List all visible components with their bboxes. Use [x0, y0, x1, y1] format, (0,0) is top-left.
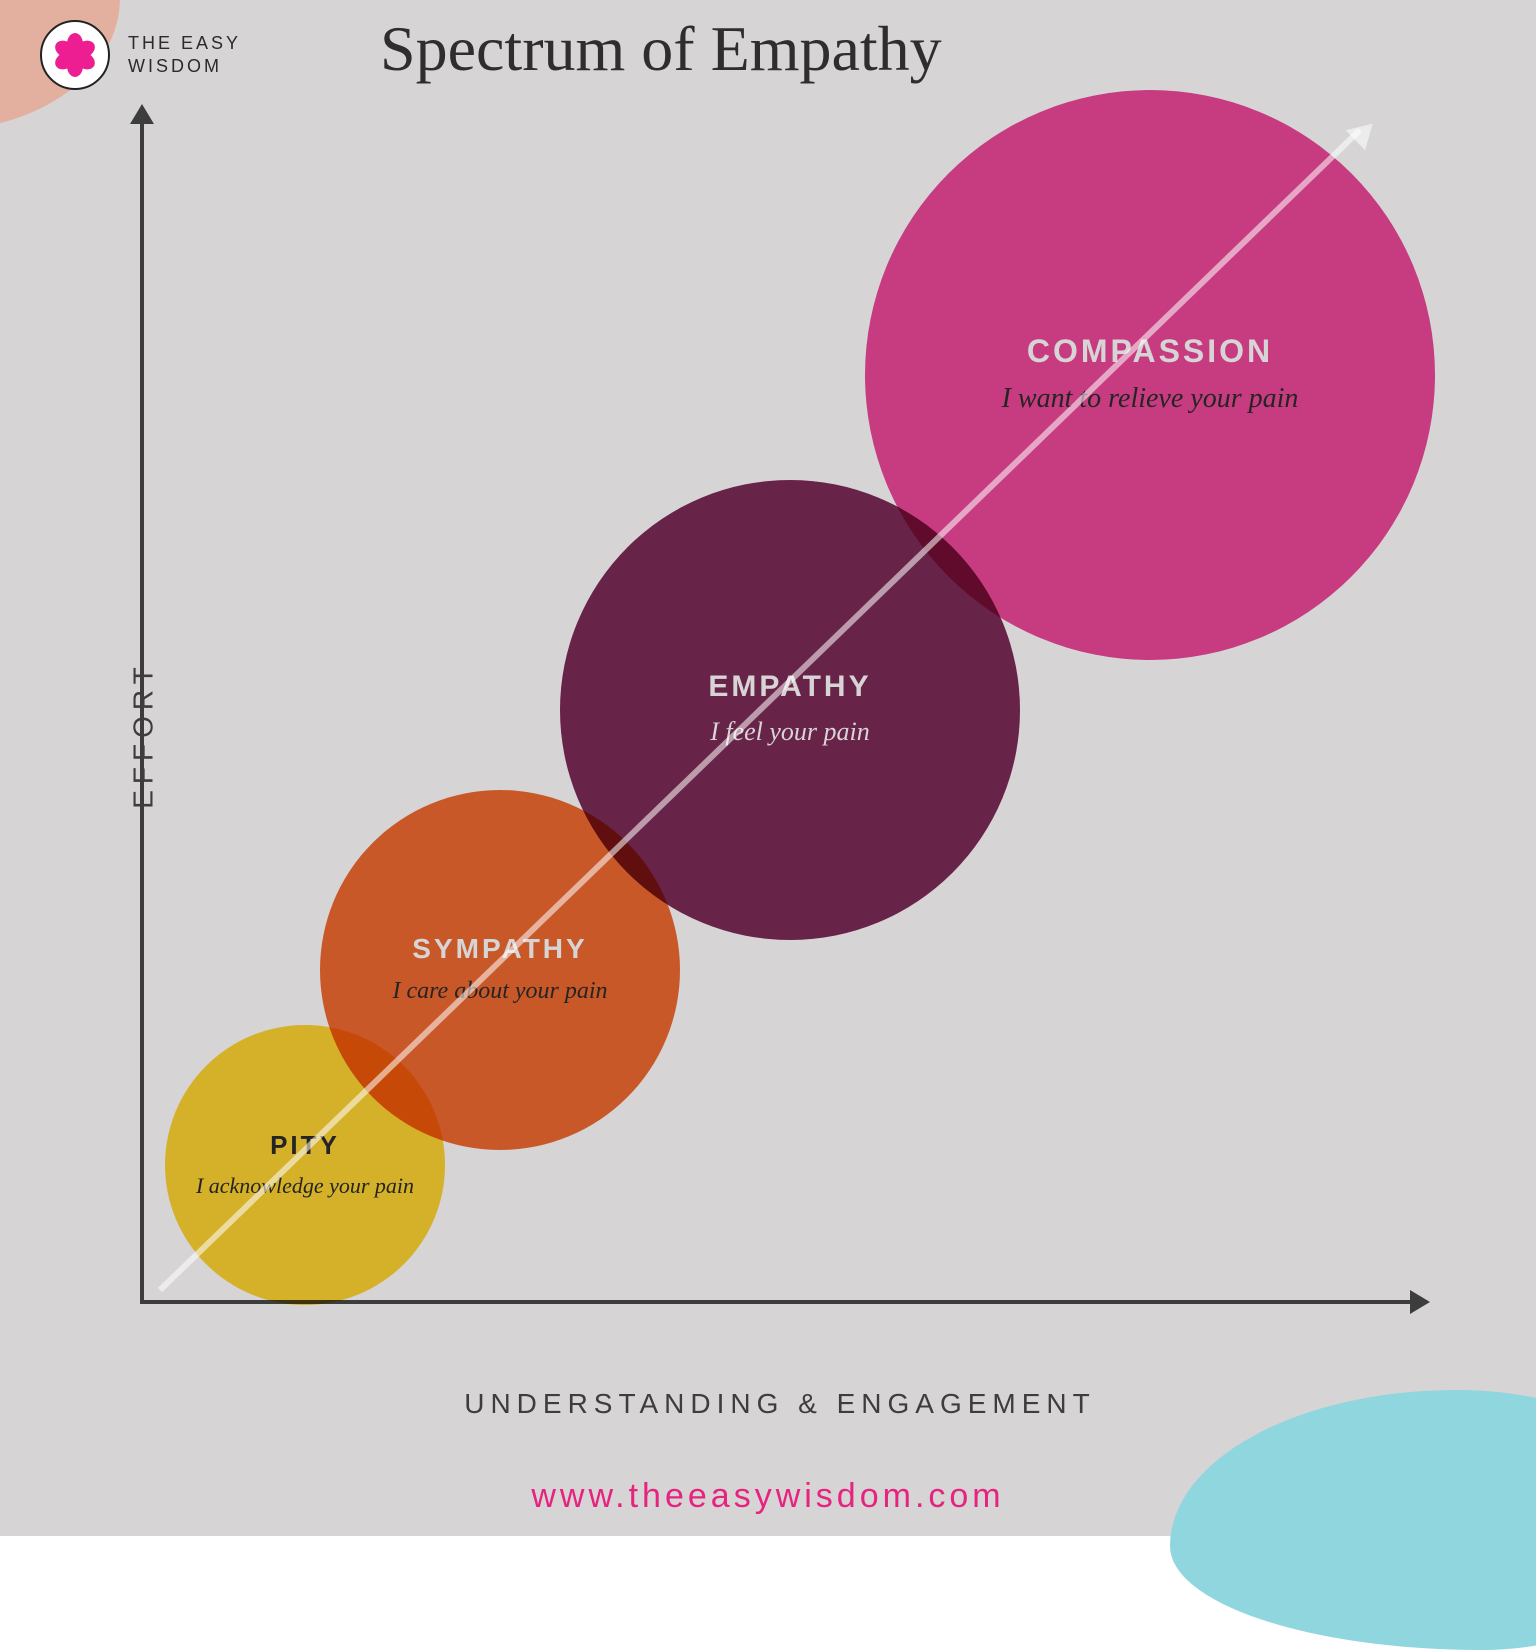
bubble-title-compassion: COMPASSION: [1027, 333, 1273, 370]
bubble-subtitle-sympathy: I care about your pain: [362, 975, 637, 1007]
y-axis-label: EFFORT: [128, 661, 160, 808]
brand-name: THE EASY WISDOM: [128, 32, 241, 79]
bubble-subtitle-pity: I acknowledge your pain: [166, 1171, 444, 1201]
diagonal-trend-arrow: [158, 128, 1362, 1292]
x-axis-label: UNDERSTANDING & ENGAGEMENT: [464, 1388, 1096, 1420]
diagonal-arrow-head: [1346, 114, 1383, 151]
bubble-subtitle-compassion: I want to relieve your pain: [972, 380, 1329, 418]
logo-circle: [40, 20, 110, 90]
infographic-canvas: THE EASY WISDOM Spectrum of Empathy PITY…: [0, 0, 1536, 1536]
footer-url: www.theeasywisdom.com: [531, 1477, 1004, 1516]
brand-line-1: THE EASY: [128, 32, 241, 55]
flower-icon: [53, 33, 97, 77]
x-axis-arrow: [1410, 1290, 1430, 1314]
page-title: Spectrum of Empathy: [380, 12, 942, 86]
brand-line-2: WISDOM: [128, 55, 241, 78]
decorative-blob-bottom-right: [1170, 1390, 1536, 1650]
spectrum-chart: PITYI acknowledge your painSYMPATHYI car…: [140, 120, 1420, 1350]
bubble-subtitle-empathy: I feel your pain: [680, 714, 900, 749]
y-axis-arrow: [130, 104, 154, 124]
bubble-compassion: COMPASSION I want to relieve your pain: [865, 90, 1435, 660]
brand-logo: THE EASY WISDOM: [40, 20, 241, 90]
